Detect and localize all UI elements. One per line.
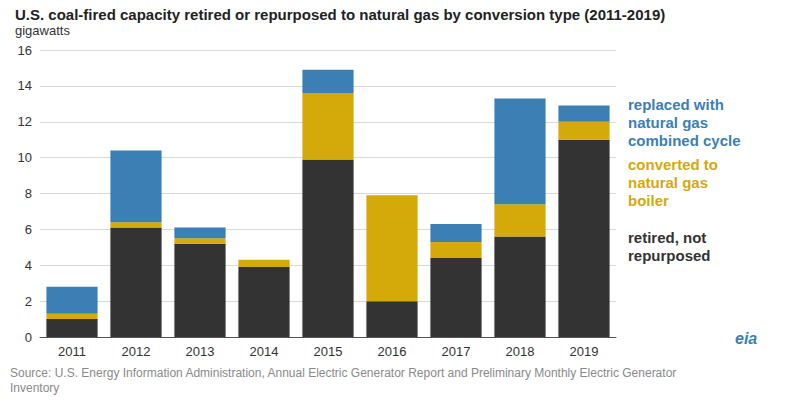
- svg-text:14: 14: [18, 78, 32, 93]
- svg-text:2011: 2011: [58, 344, 86, 359]
- svg-text:2019: 2019: [570, 344, 599, 359]
- svg-text:replaced with: replaced with: [628, 96, 728, 113]
- svg-text:10: 10: [18, 150, 32, 165]
- svg-text:combined cycle: combined cycle: [628, 132, 741, 149]
- svg-text:2012: 2012: [122, 344, 151, 359]
- svg-text:2017: 2017: [442, 344, 471, 359]
- svg-text:0: 0: [25, 330, 32, 345]
- svg-text:natural gas: natural gas: [628, 114, 712, 131]
- svg-text:2013: 2013: [186, 344, 215, 359]
- svg-text:eia: eia: [735, 330, 757, 347]
- svg-text:converted to: converted to: [628, 156, 722, 173]
- svg-text:boiler: boiler: [628, 192, 669, 209]
- svg-text:2018: 2018: [506, 344, 535, 359]
- svg-text:repurposed: repurposed: [628, 247, 711, 264]
- svg-text:4: 4: [25, 258, 32, 273]
- svg-text:6: 6: [25, 222, 32, 237]
- svg-text:natural gas: natural gas: [628, 174, 712, 191]
- svg-text:2014: 2014: [250, 344, 279, 359]
- svg-text:Source: U.S. Energy Informatio: Source: U.S. Energy Information Administ…: [10, 366, 680, 380]
- svg-text:Inventory: Inventory: [10, 381, 59, 395]
- svg-text:gigawatts: gigawatts: [15, 23, 70, 38]
- svg-text:8: 8: [25, 186, 32, 201]
- svg-text:12: 12: [18, 114, 32, 129]
- svg-text:2: 2: [25, 294, 32, 309]
- svg-text:retired, not: retired, not: [628, 229, 711, 246]
- svg-text:U.S. coal-fired capacity retir: U.S. coal-fired capacity retired or repu…: [15, 6, 665, 23]
- svg-text:16: 16: [18, 43, 32, 58]
- svg-text:2016: 2016: [378, 344, 407, 359]
- svg-text:2015: 2015: [314, 344, 343, 359]
